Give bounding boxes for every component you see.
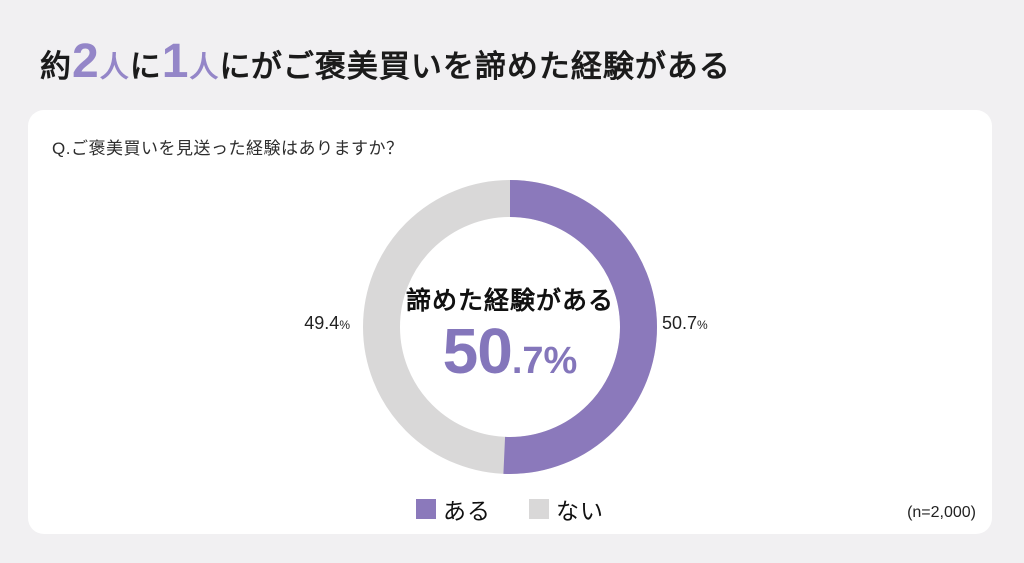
headline-part: 人 xyxy=(99,52,130,84)
headline-part-number: 1 xyxy=(161,35,190,88)
survey-question: Q.ご褒美買いを見送った経験はありますか？ xyxy=(52,139,404,158)
legend-item-aru: ある xyxy=(416,492,491,526)
percent-sign: % xyxy=(339,318,350,332)
headline-part: にがご褒美買いを諦めた経験がある xyxy=(219,49,731,84)
percentage-label-nai: 49.4 % xyxy=(280,313,350,334)
headline-part-number: 2 xyxy=(72,35,100,88)
donut-chart xyxy=(363,180,657,474)
percentage-value: 49.4 xyxy=(304,313,340,333)
legend-item-nai: ない xyxy=(529,492,604,526)
legend-swatch-nai-icon xyxy=(529,499,549,519)
percentage-value: 50.7 xyxy=(662,313,698,333)
legend-label: ない xyxy=(556,498,604,524)
donut-segment-aru xyxy=(363,180,657,474)
legend-label: ある xyxy=(443,498,491,524)
percent-sign: % xyxy=(697,318,708,332)
page-title: 約 2 人 に 1 人 にがご褒美買いを諦めた経験がある xyxy=(40,38,731,94)
sample-size-note: (n=2,000) xyxy=(907,504,976,521)
chart-legend: ある ない xyxy=(363,492,657,526)
chart-card: Q.ご褒美買いを見送った経験はありますか？ 諦めた経験がある 50 .7% 49… xyxy=(28,110,992,534)
headline-part: 人 xyxy=(189,52,220,84)
donut-chart-svg xyxy=(363,180,657,474)
headline-part: 約 xyxy=(40,49,72,84)
legend-swatch-aru-icon xyxy=(416,499,436,519)
percentage-label-aru: 50.7 % xyxy=(662,313,708,334)
headline-part: に xyxy=(129,49,162,84)
